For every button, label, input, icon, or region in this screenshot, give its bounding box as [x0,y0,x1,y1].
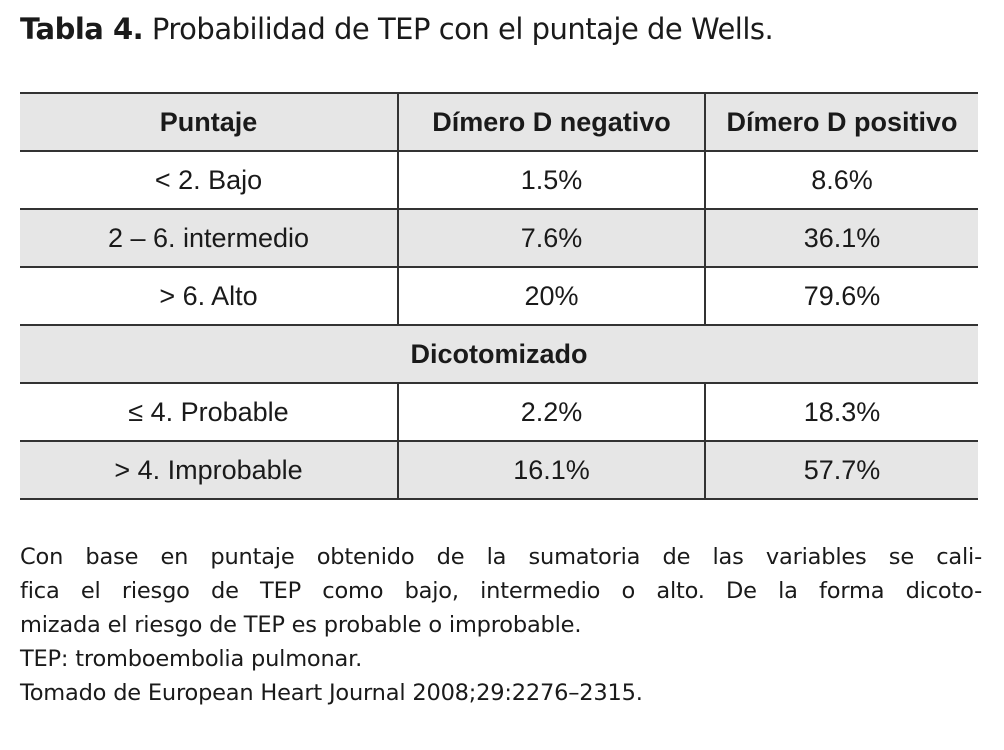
footnote-line: fica el riesgo de TEP como bajo, interme… [20,578,982,604]
table-label: Tabla 4. [20,12,144,46]
table-cell: > 6. Alto [20,266,398,326]
table-row: > 6. Alto 20% 79.6% [20,266,978,326]
table-cell: 57.7% [704,440,978,500]
section-cell: Dicotomizado [20,324,978,384]
section-row: Dicotomizado [20,324,978,384]
header-row: Puntaje Dímero D negativo Dímero D positiv… [20,92,978,152]
data-table: Puntaje Dímero D negativo Dímero D positiv… [20,92,978,500]
table-cell: 36.1% [704,208,978,268]
footnote-line: Con base en puntaje obtenido de la sumat… [20,544,982,570]
table-cell: 1.5% [397,150,705,210]
table-cell: 20% [397,266,705,326]
table-title: Tabla 4. Probabilidad de TEP con el punt… [20,12,774,46]
table-caption: Probabilidad de TEP con el puntaje de We… [151,12,774,46]
table-row: 2 – 6. intermedio 7.6% 36.1% [20,208,978,268]
footnote-line: Tomado de European Heart Journal 2008;29… [20,680,643,706]
footnote-line: mizada el riesgo de TEP es probable o im… [20,612,582,638]
table-cell: ≤ 4. Probable [20,382,398,442]
table-cell: 2.2% [397,382,705,442]
table-cell: 79.6% [704,266,978,326]
table-cell: 8.6% [704,150,978,210]
table-row: > 4. Improbable 16.1% 57.7% [20,440,978,500]
table-cell: 7.6% [397,208,705,268]
footnote-line: TEP: tromboembolia pulmonar. [20,646,363,672]
table-cell: 16.1% [397,440,705,500]
table-cell: > 4. Improbable [20,440,398,500]
table-cell: 2 – 6. intermedio [20,208,398,268]
table-cell: 18.3% [704,382,978,442]
table-row: < 2. Bajo 1.5% 8.6% [20,150,978,210]
footnotes: Con base en puntaje obtenido de la sumat… [20,540,982,710]
header-cell: Dímero D negativo [397,92,705,152]
table-row: ≤ 4. Probable 2.2% 18.3% [20,382,978,442]
table-cell: < 2. Bajo [20,150,398,210]
header-cell: Dímero D positivo [704,92,978,152]
header-cell: Puntaje [20,92,398,152]
